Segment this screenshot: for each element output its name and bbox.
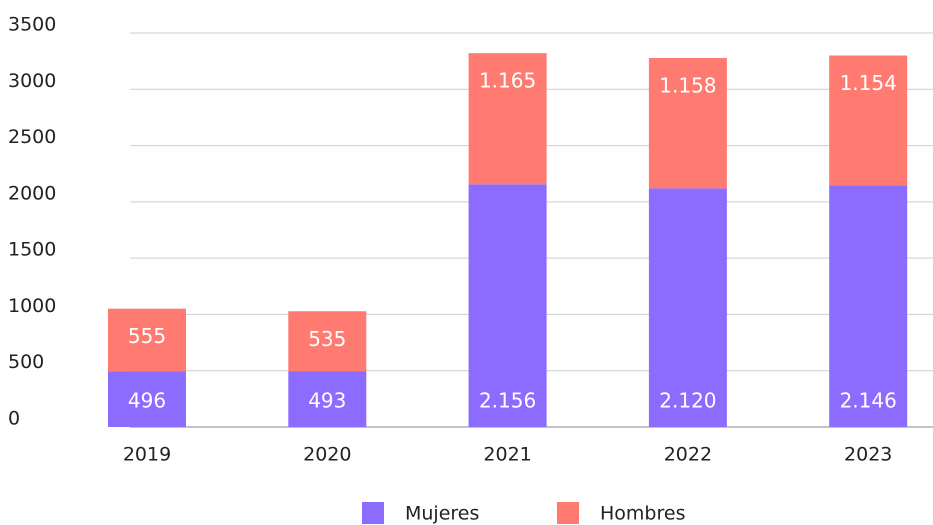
y-tick-label: 2500 bbox=[8, 126, 56, 148]
value-label: 496 bbox=[128, 389, 166, 413]
y-tick-label: 2000 bbox=[8, 182, 56, 204]
bar-segment bbox=[648, 188, 727, 427]
x-tick-label: 2022 bbox=[664, 444, 712, 466]
x-tick-label: 2021 bbox=[483, 444, 531, 466]
value-label: 535 bbox=[308, 327, 346, 351]
value-label: 1.165 bbox=[479, 69, 536, 93]
x-tick-label: 2020 bbox=[303, 444, 351, 466]
y-tick-label: 0 bbox=[8, 408, 20, 430]
value-label: 2.156 bbox=[479, 389, 536, 413]
value-label: 2.120 bbox=[659, 389, 716, 413]
x-tick-label: 2019 bbox=[123, 444, 171, 466]
y-tick-label: 500 bbox=[8, 351, 44, 373]
bar-segment bbox=[288, 311, 367, 372]
bar-segment bbox=[468, 53, 547, 185]
bar-segment bbox=[108, 371, 186, 427]
legend-swatch bbox=[362, 502, 384, 524]
bar-segment bbox=[648, 57, 727, 189]
y-tick-label: 3500 bbox=[8, 14, 56, 36]
bar-segment bbox=[288, 371, 367, 427]
y-tick-label: 1000 bbox=[8, 295, 56, 317]
y-tick-label: 3000 bbox=[8, 70, 56, 92]
legend-label: Hombres bbox=[600, 503, 685, 525]
bar-segment bbox=[829, 185, 908, 427]
value-label: 493 bbox=[308, 389, 346, 413]
bar-segment bbox=[108, 308, 186, 372]
value-label: 2.146 bbox=[840, 389, 897, 413]
bar-segment bbox=[468, 184, 547, 427]
value-label: 555 bbox=[128, 324, 166, 348]
legend-label: Mujeres bbox=[405, 503, 479, 525]
y-tick-label: 1500 bbox=[8, 239, 56, 261]
x-tick-label: 2023 bbox=[844, 444, 892, 466]
legend-swatch bbox=[557, 502, 579, 524]
bar-segment bbox=[829, 55, 908, 186]
value-label: 1.154 bbox=[840, 71, 897, 95]
value-label: 1.158 bbox=[659, 73, 716, 97]
